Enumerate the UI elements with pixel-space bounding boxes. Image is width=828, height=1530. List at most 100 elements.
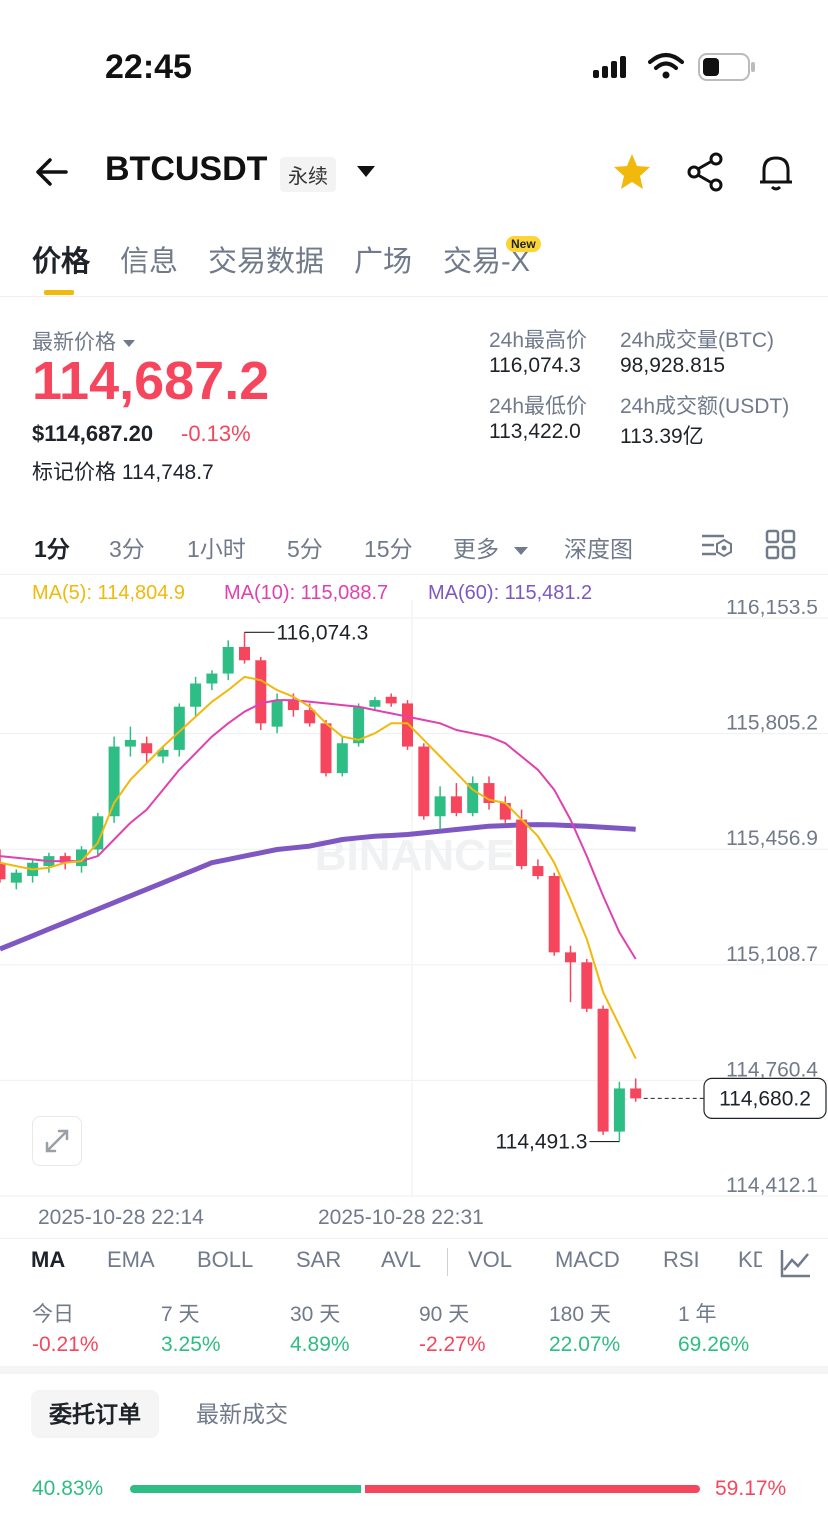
- candle-body: [271, 700, 283, 727]
- tab-info[interactable]: 信息: [120, 246, 179, 278]
- candle-body: [92, 816, 104, 850]
- vol-btc-value: 98,928.815: [620, 354, 726, 377]
- candle-body: [630, 1088, 642, 1099]
- usd-price: $114,687.20: [32, 421, 154, 446]
- y-axis-tick-label: 114,412.1: [726, 1174, 818, 1197]
- indicator-avl[interactable]: AVL: [381, 1247, 421, 1272]
- more-dropdown-icon: [514, 546, 529, 555]
- candle-body: [499, 802, 511, 820]
- interval-more[interactable]: 更多: [453, 530, 529, 564]
- perf-label-today: 今日: [32, 1303, 74, 1326]
- indicator-kd[interactable]: KD: [738, 1247, 762, 1272]
- new-badge: New: [506, 236, 541, 252]
- candle-body: [206, 673, 218, 684]
- indicator-rsi[interactable]: RSI: [663, 1247, 700, 1272]
- candle-body: [239, 646, 250, 661]
- candlestick-chart[interactable]: 116,153.5 115,805.2 115,456.9 115,108.7 114,…: [0, 600, 828, 1240]
- indicator-boll[interactable]: BOLL: [197, 1247, 254, 1272]
- indicator-vol[interactable]: VOL: [468, 1247, 513, 1272]
- indicator-ma[interactable]: MA: [31, 1247, 66, 1272]
- latest-price-dropdown-icon: [122, 340, 135, 348]
- wifi-icon: [648, 52, 684, 85]
- perf-value-today: -0.21%: [32, 1333, 99, 1356]
- y-axis-tick-label: 116,153.5: [726, 600, 818, 619]
- candle-body: [613, 1088, 625, 1132]
- buy-ratio-pct: 40.83%: [32, 1477, 104, 1500]
- back-arrow-icon[interactable]: [30, 150, 74, 194]
- share-icon[interactable]: [684, 150, 728, 194]
- candle-body: [124, 739, 136, 747]
- candle-body: [581, 962, 593, 1009]
- candle-body: [10, 872, 22, 883]
- divider: [0, 296, 828, 297]
- status-time: 22:45: [105, 48, 192, 86]
- ma60-legend: MA(60): 115,481.2: [428, 582, 593, 604]
- layout-grid-icon[interactable]: [765, 529, 797, 566]
- candle-body: [565, 952, 576, 963]
- candle-body: [434, 796, 446, 817]
- candle-body: [467, 783, 479, 813]
- ma10-line: [0, 699, 637, 960]
- tab-order-book[interactable]: 委托订单: [31, 1390, 159, 1438]
- perf-label-30d: 30 天: [290, 1303, 341, 1326]
- interval-1h[interactable]: 1小时: [187, 536, 246, 562]
- tab-square[interactable]: 广场: [354, 246, 413, 278]
- low-marker-label: 114,491.3: [496, 1131, 588, 1154]
- vol-btc-label: 24h成交量(BTC): [620, 329, 775, 352]
- indicator-sar[interactable]: SAR: [296, 1247, 342, 1272]
- tab-trading-data[interactable]: 交易数据: [208, 246, 325, 278]
- candle-body: [418, 746, 430, 817]
- interval-3m[interactable]: 3分: [109, 536, 145, 562]
- perf-label-90d: 90 天: [419, 1303, 470, 1326]
- candle-body: [353, 706, 365, 744]
- favorite-star-icon[interactable]: [610, 150, 654, 194]
- chart-settings-icon[interactable]: [700, 530, 734, 565]
- indicator-settings-icon[interactable]: [768, 1240, 828, 1284]
- perf-label-180d: 180 天: [549, 1303, 611, 1326]
- indicator-macd[interactable]: MACD: [555, 1247, 620, 1272]
- candle-body: [532, 866, 544, 877]
- perf-label-1y: 1 年: [678, 1303, 717, 1326]
- divider: [0, 574, 828, 575]
- tab-recent-trades[interactable]: 最新成交: [196, 1401, 288, 1427]
- symbol-title[interactable]: BTCUSDT: [105, 150, 268, 188]
- candle-body: [255, 660, 267, 724]
- buy-sell-ratio-bar: [130, 1485, 700, 1493]
- perf-value-90d: -2.27%: [419, 1333, 486, 1356]
- last-price-label: 114,680.2: [719, 1087, 811, 1110]
- high-24h-label: 24h最高价: [489, 329, 588, 352]
- candle-body: [0, 862, 6, 880]
- notification-bell-icon[interactable]: [754, 150, 798, 194]
- candle-body: [548, 876, 560, 953]
- sell-ratio-fill: [364, 1485, 700, 1493]
- candle-body: [157, 749, 169, 757]
- ma5-legend: MA(5): 114,804.9: [32, 582, 186, 604]
- last-price-box: [703, 1077, 827, 1119]
- y-axis-tick-label: 114,760.4: [726, 1058, 818, 1081]
- tab-price[interactable]: 价格: [32, 246, 91, 278]
- candle-body: [450, 796, 462, 813]
- perf-value-180d: 22.07%: [549, 1333, 621, 1356]
- interval-15m[interactable]: 15分: [364, 536, 413, 562]
- interval-5m[interactable]: 5分: [287, 536, 323, 562]
- perf-value-1y: 69.26%: [678, 1333, 750, 1356]
- indicator-divider: [447, 1248, 448, 1276]
- low-24h-value: 113,422.0: [489, 420, 581, 443]
- candle-body: [76, 849, 87, 867]
- candle-body: [141, 743, 153, 754]
- section-separator: [0, 1366, 828, 1374]
- mark-price: 标记价格 114,748.7: [32, 461, 214, 484]
- interval-1m[interactable]: 1分: [34, 536, 70, 562]
- perf-label-7d: 7 天: [161, 1303, 200, 1326]
- indicator-ema[interactable]: EMA: [107, 1247, 155, 1272]
- expand-chart-button[interactable]: [32, 1116, 82, 1166]
- perf-value-30d: 4.89%: [290, 1333, 350, 1356]
- active-tab-indicator: [44, 290, 74, 295]
- high-24h-value: 116,074.3: [489, 354, 581, 377]
- symbol-dropdown-icon[interactable]: [355, 160, 377, 187]
- latest-price-label[interactable]: 最新价格: [32, 326, 136, 356]
- interval-depth[interactable]: 深度图: [564, 536, 633, 562]
- candle-body: [304, 710, 316, 724]
- candle-body: [597, 1008, 609, 1132]
- candle-body: [287, 700, 299, 711]
